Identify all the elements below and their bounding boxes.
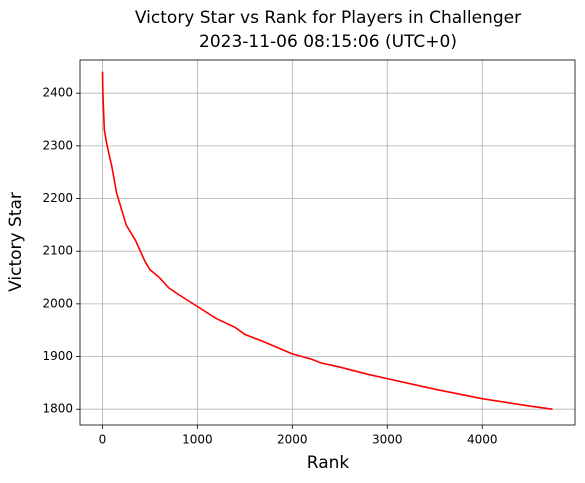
chart-subtitle: 2023-11-06 08:15:06 (UTC+0)	[199, 32, 457, 52]
y-tick-label: 2200	[42, 191, 73, 205]
x-tick-label: 2000	[277, 433, 308, 447]
y-tick-label: 1900	[42, 349, 73, 363]
y-tick-label: 2100	[42, 244, 73, 258]
plot-frame	[79, 59, 576, 426]
data-line	[101, 71, 553, 410]
y-tick-label: 1800	[42, 402, 73, 416]
y-tick-label: 2300	[42, 138, 73, 152]
x-tick-label: 0	[99, 433, 107, 447]
chart-title: Victory Star vs Rank for Players in Chal…	[135, 8, 521, 28]
x-tick-label: 1000	[182, 433, 213, 447]
y-axis-label: Victory Star	[6, 192, 26, 292]
x-tick-label: 3000	[372, 433, 403, 447]
x-axis-label: Rank	[307, 453, 350, 473]
y-tick-label: 2000	[42, 296, 73, 310]
x-tick-label: 4000	[467, 433, 498, 447]
y-tick-label: 2400	[42, 86, 73, 100]
